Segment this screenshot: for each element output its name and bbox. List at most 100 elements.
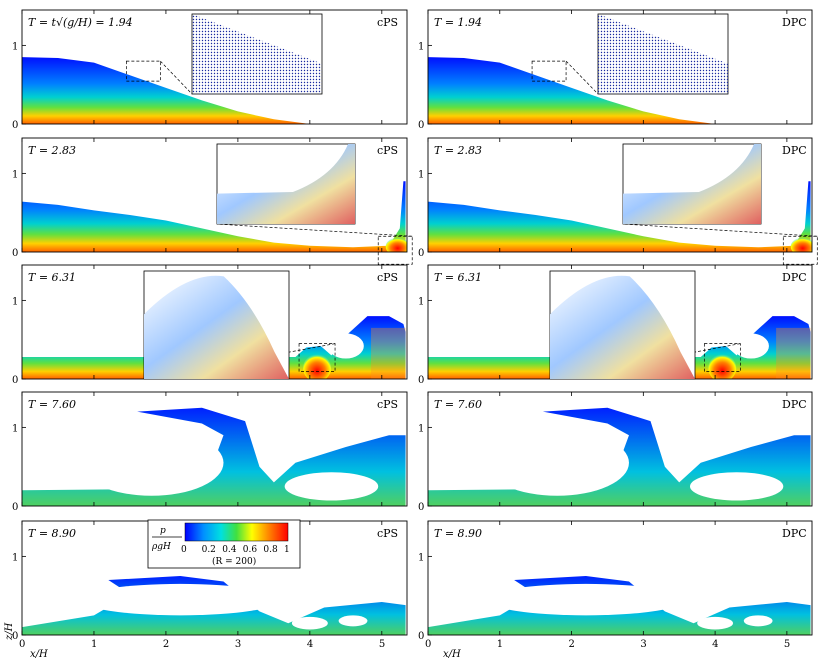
air-cavity bbox=[485, 429, 629, 496]
y-tick-label: 0 bbox=[418, 375, 424, 386]
time-label: T = 7.60 bbox=[28, 398, 76, 411]
y-tick-label: 0 bbox=[12, 375, 18, 386]
air-cavity bbox=[327, 333, 364, 359]
x-tick-label: 3 bbox=[640, 639, 646, 650]
y-tick-label: 0 bbox=[12, 631, 18, 642]
y-axis-label: z/H bbox=[4, 622, 15, 641]
method-label: DPC bbox=[782, 398, 807, 411]
y-tick-label: 1 bbox=[12, 41, 18, 52]
method-label: DPC bbox=[782, 271, 807, 284]
y-tick-label: 1 bbox=[418, 169, 424, 180]
x-tick-label: 3 bbox=[235, 639, 241, 650]
pressure-peak bbox=[385, 237, 407, 252]
zoom-inset bbox=[216, 143, 413, 265]
method-label: DPC bbox=[782, 144, 807, 157]
water-body bbox=[22, 57, 310, 124]
colorbar-numerator: p bbox=[160, 526, 166, 536]
x-tick-label: 0 bbox=[425, 639, 431, 650]
water-body bbox=[428, 181, 811, 252]
panel-left-row-0: 0 1 T = t√(g/H) = 1.94 cPS bbox=[12, 9, 408, 131]
pressure-peak bbox=[790, 237, 812, 252]
panel-left-row-2: 0 1 T = 6.31 cPS bbox=[12, 264, 408, 386]
panel-frame bbox=[427, 137, 813, 253]
y-tick-label: 0 bbox=[12, 502, 18, 513]
air-cavity bbox=[338, 615, 368, 627]
x-tick-label: 2 bbox=[163, 639, 169, 650]
pressure-peak bbox=[708, 353, 737, 379]
x-tick-label: 5 bbox=[784, 639, 790, 650]
x-tick-label: 1 bbox=[497, 639, 503, 650]
colorbar-tick-label: 0 bbox=[181, 545, 187, 555]
air-cavity bbox=[697, 616, 734, 630]
colorbar-note: (R = 200) bbox=[212, 556, 256, 567]
air-cavity bbox=[291, 616, 328, 630]
panel-left-row-3: 0 1 T = 7.60 cPS bbox=[12, 391, 408, 513]
time-label: T = 8.90 bbox=[28, 527, 76, 540]
y-tick-label: 1 bbox=[12, 552, 18, 563]
air-cavity bbox=[689, 472, 784, 501]
zoom-inset bbox=[622, 143, 818, 265]
method-label: cPS bbox=[377, 144, 398, 157]
y-tick-label: 1 bbox=[418, 552, 424, 563]
colorbar-tick-label: 0.8 bbox=[263, 545, 278, 555]
zoom-inset bbox=[531, 13, 729, 95]
time-label: T = t√(g/H) = 1.94 bbox=[28, 16, 133, 29]
colorbar-tick-label: 0.4 bbox=[222, 545, 237, 555]
air-cavity bbox=[284, 472, 379, 501]
time-label: T = 6.31 bbox=[434, 271, 482, 284]
method-label: cPS bbox=[377, 271, 398, 284]
zoom-inset bbox=[143, 270, 336, 380]
y-tick-label: 1 bbox=[418, 423, 424, 434]
x-axis-label-left: x/H bbox=[30, 649, 48, 660]
y-tick-label: 0 bbox=[12, 120, 18, 131]
panel-frame bbox=[427, 9, 813, 125]
zoom-inset bbox=[125, 13, 323, 95]
y-tick-label: 0 bbox=[418, 120, 424, 131]
y-tick-label: 0 bbox=[418, 631, 424, 642]
panel-frame bbox=[427, 391, 813, 507]
panel-right-row-4: 0 1 2 3 4 5 0 1 T = 8.90 DPC bbox=[418, 520, 813, 650]
y-tick-label: 0 bbox=[418, 248, 424, 259]
method-label: cPS bbox=[377, 398, 398, 411]
y-tick-label: 1 bbox=[418, 41, 424, 52]
panel-right-row-0: 0 1 T = 1.94 DPC bbox=[418, 9, 813, 131]
y-tick-label: 1 bbox=[418, 296, 424, 307]
method-label: cPS bbox=[377, 527, 398, 540]
y-tick-label: 0 bbox=[12, 248, 18, 259]
x-tick-label: 2 bbox=[569, 639, 575, 650]
air-cavity bbox=[485, 583, 687, 616]
time-label: T = 7.60 bbox=[434, 398, 482, 411]
x-tick-label: 5 bbox=[379, 639, 385, 650]
method-label: DPC bbox=[782, 16, 807, 29]
method-label: DPC bbox=[782, 527, 807, 540]
colorbar-tick-label: 0.2 bbox=[202, 545, 216, 555]
panel-right-row-3: 0 1 T = 7.60 DPC bbox=[418, 391, 813, 513]
time-label: T = 1.94 bbox=[434, 16, 482, 29]
y-tick-label: 1 bbox=[12, 296, 18, 307]
air-cavity bbox=[79, 429, 224, 496]
air-cavity bbox=[743, 615, 773, 627]
y-tick-label: 1 bbox=[12, 423, 18, 434]
panel-right-row-1: 0 1 T = 2.83 DPC bbox=[418, 137, 818, 265]
method-label: cPS bbox=[377, 16, 398, 29]
x-tick-label: 1 bbox=[91, 639, 97, 650]
air-cavity bbox=[79, 583, 282, 616]
pressure-peak bbox=[303, 353, 332, 379]
colorbar: p ρgH 0 0.2 0.4 0.6 0.8 1 (R = 200) bbox=[147, 519, 301, 569]
y-tick-label: 1 bbox=[12, 169, 18, 180]
time-label: T = 2.83 bbox=[28, 144, 76, 157]
colorbar-denominator: ρgH bbox=[151, 542, 171, 552]
panel-frame bbox=[427, 520, 813, 636]
time-label: T = 2.83 bbox=[434, 144, 482, 157]
water-body bbox=[22, 181, 406, 252]
panel-frame bbox=[21, 391, 408, 507]
air-cavity bbox=[733, 333, 769, 359]
y-tick-label: 0 bbox=[418, 502, 424, 513]
zoom-inset bbox=[549, 270, 741, 380]
panel-frame bbox=[21, 9, 408, 125]
time-label: T = 8.90 bbox=[434, 527, 482, 540]
time-label: T = 6.31 bbox=[28, 271, 76, 284]
colorbar-tick-label: 1 bbox=[284, 545, 290, 555]
panel-frame bbox=[21, 137, 408, 253]
